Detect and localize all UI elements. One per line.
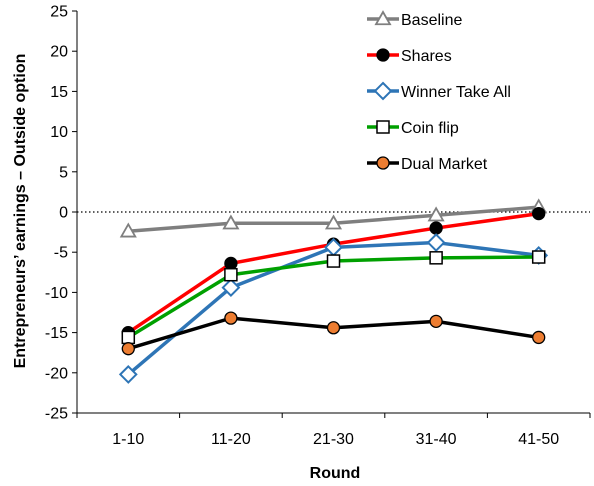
axes: 25 20 15 10 5 0 -5 -10 -15 -20 -25 1-10 11-20 21-30 31… <box>45 4 591 448</box>
x-tick-label: 21-30 <box>313 431 354 448</box>
legend-label: Baseline <box>401 12 462 29</box>
series-coin-flip <box>121 250 546 345</box>
legend-label: Dual Market <box>401 156 488 173</box>
y-tick-label: 25 <box>50 4 68 21</box>
x-axis-title: Round <box>310 465 361 482</box>
data-point <box>121 342 135 356</box>
y-tick-label: 20 <box>50 44 68 61</box>
data-point <box>326 321 341 335</box>
series-layer <box>118 198 549 384</box>
data-point <box>427 206 445 222</box>
data-point <box>221 278 241 297</box>
data-point <box>121 330 136 345</box>
x-tick-label: 41-50 <box>518 431 559 448</box>
legend-marker <box>376 156 390 170</box>
y-tick-label: 15 <box>50 84 68 101</box>
legend-entry-coin-flip: Coin flip <box>367 120 459 137</box>
y-tick-label: -10 <box>45 285 68 302</box>
data-point <box>224 256 238 271</box>
y-tick-label: -20 <box>45 365 68 382</box>
legend-label: Winner Take All <box>401 84 511 101</box>
data-point <box>224 311 238 325</box>
y-tick-label: -15 <box>45 325 68 342</box>
series-dual-market <box>121 311 546 356</box>
series-baseline <box>119 198 548 238</box>
data-point <box>429 221 443 235</box>
legend-entry-dual-market: Dual Market <box>367 156 488 173</box>
data-point <box>531 250 546 264</box>
data-point <box>118 364 138 384</box>
data-point <box>324 214 343 230</box>
data-point <box>532 330 546 345</box>
y-tick-label: 10 <box>50 124 68 141</box>
data-point <box>326 254 341 268</box>
data-point <box>429 251 443 265</box>
legend-marker <box>376 120 390 134</box>
legend-marker <box>374 10 392 26</box>
legend-marker <box>373 81 393 101</box>
data-point <box>532 206 546 221</box>
legend-label: Coin flip <box>401 120 459 137</box>
x-tick-label: 11-20 <box>211 431 251 448</box>
legend-label: Shares <box>401 48 452 65</box>
y-tick-label: 5 <box>59 164 68 181</box>
data-point <box>429 314 443 328</box>
legend: Baseline Shares Winner Take All Coin flip Du… <box>367 10 511 173</box>
x-tick-label: 31-40 <box>416 431 457 448</box>
legend-marker <box>376 48 390 62</box>
y-axis-title: Entrepreneurs’ earnings – Outside option <box>12 54 29 369</box>
legend-entry-shares: Shares <box>367 48 452 65</box>
data-point <box>426 233 446 252</box>
series-line <box>127 211 539 335</box>
y-tick-label: -25 <box>45 406 68 423</box>
legend-entry-baseline: Baseline <box>367 10 462 29</box>
data-point <box>222 214 240 230</box>
data-point <box>224 267 238 282</box>
data-point <box>119 222 137 238</box>
y-tick-label: -5 <box>54 245 68 262</box>
legend-entry-winner-take-all: Winner Take All <box>367 81 511 101</box>
y-tick-label: 0 <box>59 205 68 222</box>
x-tick-label: 1-10 <box>112 431 144 448</box>
